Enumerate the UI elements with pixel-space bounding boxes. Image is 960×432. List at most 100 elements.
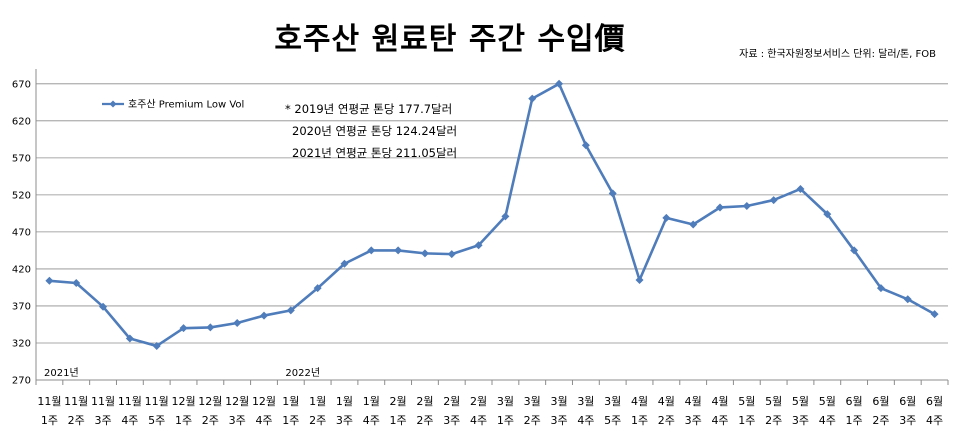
annotations: * 2019년 연평균 톤당 177.7달러 2020년 연평균 톤당 124.2… <box>285 102 457 160</box>
x-tick-label-month: 3월 <box>550 395 567 408</box>
x-tick-label-month: 5월 <box>819 395 836 408</box>
x-tick-label-week: 3주 <box>443 414 460 427</box>
x-tick-label-month: 12월 <box>252 395 276 408</box>
x-tick-label-month: 11월 <box>145 395 169 408</box>
data-point <box>99 302 108 311</box>
y-tick-label: 570 <box>12 153 31 164</box>
legend: 호주산 Premium Low Vol <box>102 99 244 111</box>
x-tick-label-week: 2주 <box>658 414 675 427</box>
data-point <box>474 241 483 250</box>
x-tick-label-week: 1주 <box>282 414 299 427</box>
data-point <box>930 310 939 319</box>
x-tick-label-week: 1주 <box>738 414 755 427</box>
x-tick-label-week: 4주 <box>363 414 380 427</box>
data-point <box>206 323 215 332</box>
x-tick-label-week: 1주 <box>390 414 407 427</box>
chart-title: 호주산 원료탄 주간 수입價 <box>274 22 626 57</box>
x-tick-label-month: 6월 <box>872 395 889 408</box>
x-tick-label-month: 6월 <box>846 395 863 408</box>
x-tick-label-week: 3주 <box>336 414 353 427</box>
x-tick-label-month: 4월 <box>658 395 675 408</box>
data-point <box>367 246 376 255</box>
x-tick-label-week: 4주 <box>926 414 943 427</box>
x-tick-label-month: 4월 <box>711 395 728 408</box>
x-tick-label-month: 12월 <box>171 395 195 408</box>
legend-label: 호주산 Premium Low Vol <box>128 99 244 111</box>
x-tick-label-month: 3월 <box>604 395 621 408</box>
x-tick-label-week: 2주 <box>68 414 85 427</box>
x-tick-label-month: 4월 <box>685 395 702 408</box>
x-tick-label-week: 4주 <box>819 414 836 427</box>
data-point <box>876 284 885 293</box>
data-point <box>850 246 859 255</box>
x-tick-label-month: 11월 <box>118 395 142 408</box>
x-tick-label-month: 11월 <box>91 395 115 408</box>
y-tick-label: 370 <box>12 301 31 312</box>
data-point <box>260 311 268 320</box>
data-point <box>72 278 81 287</box>
data-points <box>45 79 939 350</box>
data-point <box>45 276 54 285</box>
y-tick-label: 320 <box>12 338 31 349</box>
data-point <box>394 246 403 255</box>
x-tick-label-month: 3월 <box>524 395 541 408</box>
data-point <box>796 184 805 193</box>
x-tick-label-week: 4주 <box>255 414 272 427</box>
data-point <box>635 276 644 285</box>
x-tick-label-month: 1월 <box>282 395 299 408</box>
data-point <box>608 189 617 198</box>
data-point <box>125 334 134 343</box>
y-tick-label: 670 <box>12 79 31 90</box>
x-tick-label-month: 5월 <box>738 395 755 408</box>
x-tick-label-week: 2주 <box>872 414 889 427</box>
data-point <box>152 341 161 350</box>
x-tick-label-month: 1월 <box>336 395 353 408</box>
x-tick-label-month: 12월 <box>225 395 249 408</box>
x-tick-labels: 11월 1주 11월 2주 11월 3주 11월 4주 11월 5주 12월 1주 12월 2주 12월 3주… <box>37 395 943 427</box>
x-tick-label-week: 1주 <box>846 414 863 427</box>
x-tick-label-month: 4월 <box>631 395 648 408</box>
data-point <box>233 318 242 327</box>
gridlines <box>36 83 948 344</box>
source-note: 자료 : 한국자원정보서비스 단위: 달러/톤, FOB <box>739 49 936 60</box>
data-point <box>689 220 698 229</box>
x-tick-label-week: 4주 <box>577 414 594 427</box>
x-tick-label-month: 5월 <box>792 395 809 408</box>
x-tick-label-week: 3주 <box>229 414 246 427</box>
data-point <box>742 201 751 210</box>
annotation-text: * 2019년 연평균 톤당 177.7달러 <box>285 102 452 116</box>
data-point <box>286 306 295 315</box>
y-tick-label: 520 <box>12 190 31 201</box>
x-tick-label-week: 1주 <box>497 414 514 427</box>
year-label: 2022년 <box>285 367 320 379</box>
data-point <box>581 141 590 150</box>
x-tick-label-week: 2주 <box>524 414 541 427</box>
x-tick-label-week: 3주 <box>792 414 809 427</box>
data-point <box>501 212 510 221</box>
y-tick-label: 470 <box>12 227 31 238</box>
x-tick-label-month: 2월 <box>416 395 433 408</box>
x-tick-label-month: 11월 <box>64 395 88 408</box>
x-tick-label-week: 2주 <box>416 414 433 427</box>
year-labels: 2021년 2022년 <box>44 367 320 379</box>
x-tick-label-week: 2주 <box>309 414 326 427</box>
legend-marker <box>109 100 117 108</box>
annotation-text: 2020년 연평균 톤당 124.24달러 <box>292 124 457 138</box>
x-tick-label-month: 2월 <box>390 395 407 408</box>
x-tick-label-week: 5주 <box>148 414 165 427</box>
data-point <box>555 79 564 88</box>
x-tick-label-month: 12월 <box>198 395 222 408</box>
x-tick-label-month: 11월 <box>37 395 61 408</box>
data-point <box>716 203 724 212</box>
axes <box>35 69 949 385</box>
x-tick-label-week: 3주 <box>94 414 111 427</box>
x-tick-label-month: 6월 <box>899 395 916 408</box>
y-tick-labels: 270 320 370 420 470 520 570 620 670 <box>12 79 31 386</box>
data-point <box>823 210 832 219</box>
x-tick-label-week: 2주 <box>765 414 782 427</box>
x-tick-label-month: 2월 <box>443 395 460 408</box>
annotation-text: 2021년 연평균 톤당 211.05달러 <box>292 146 457 160</box>
data-point <box>528 94 537 103</box>
x-tick-label-month: 5월 <box>765 395 782 408</box>
